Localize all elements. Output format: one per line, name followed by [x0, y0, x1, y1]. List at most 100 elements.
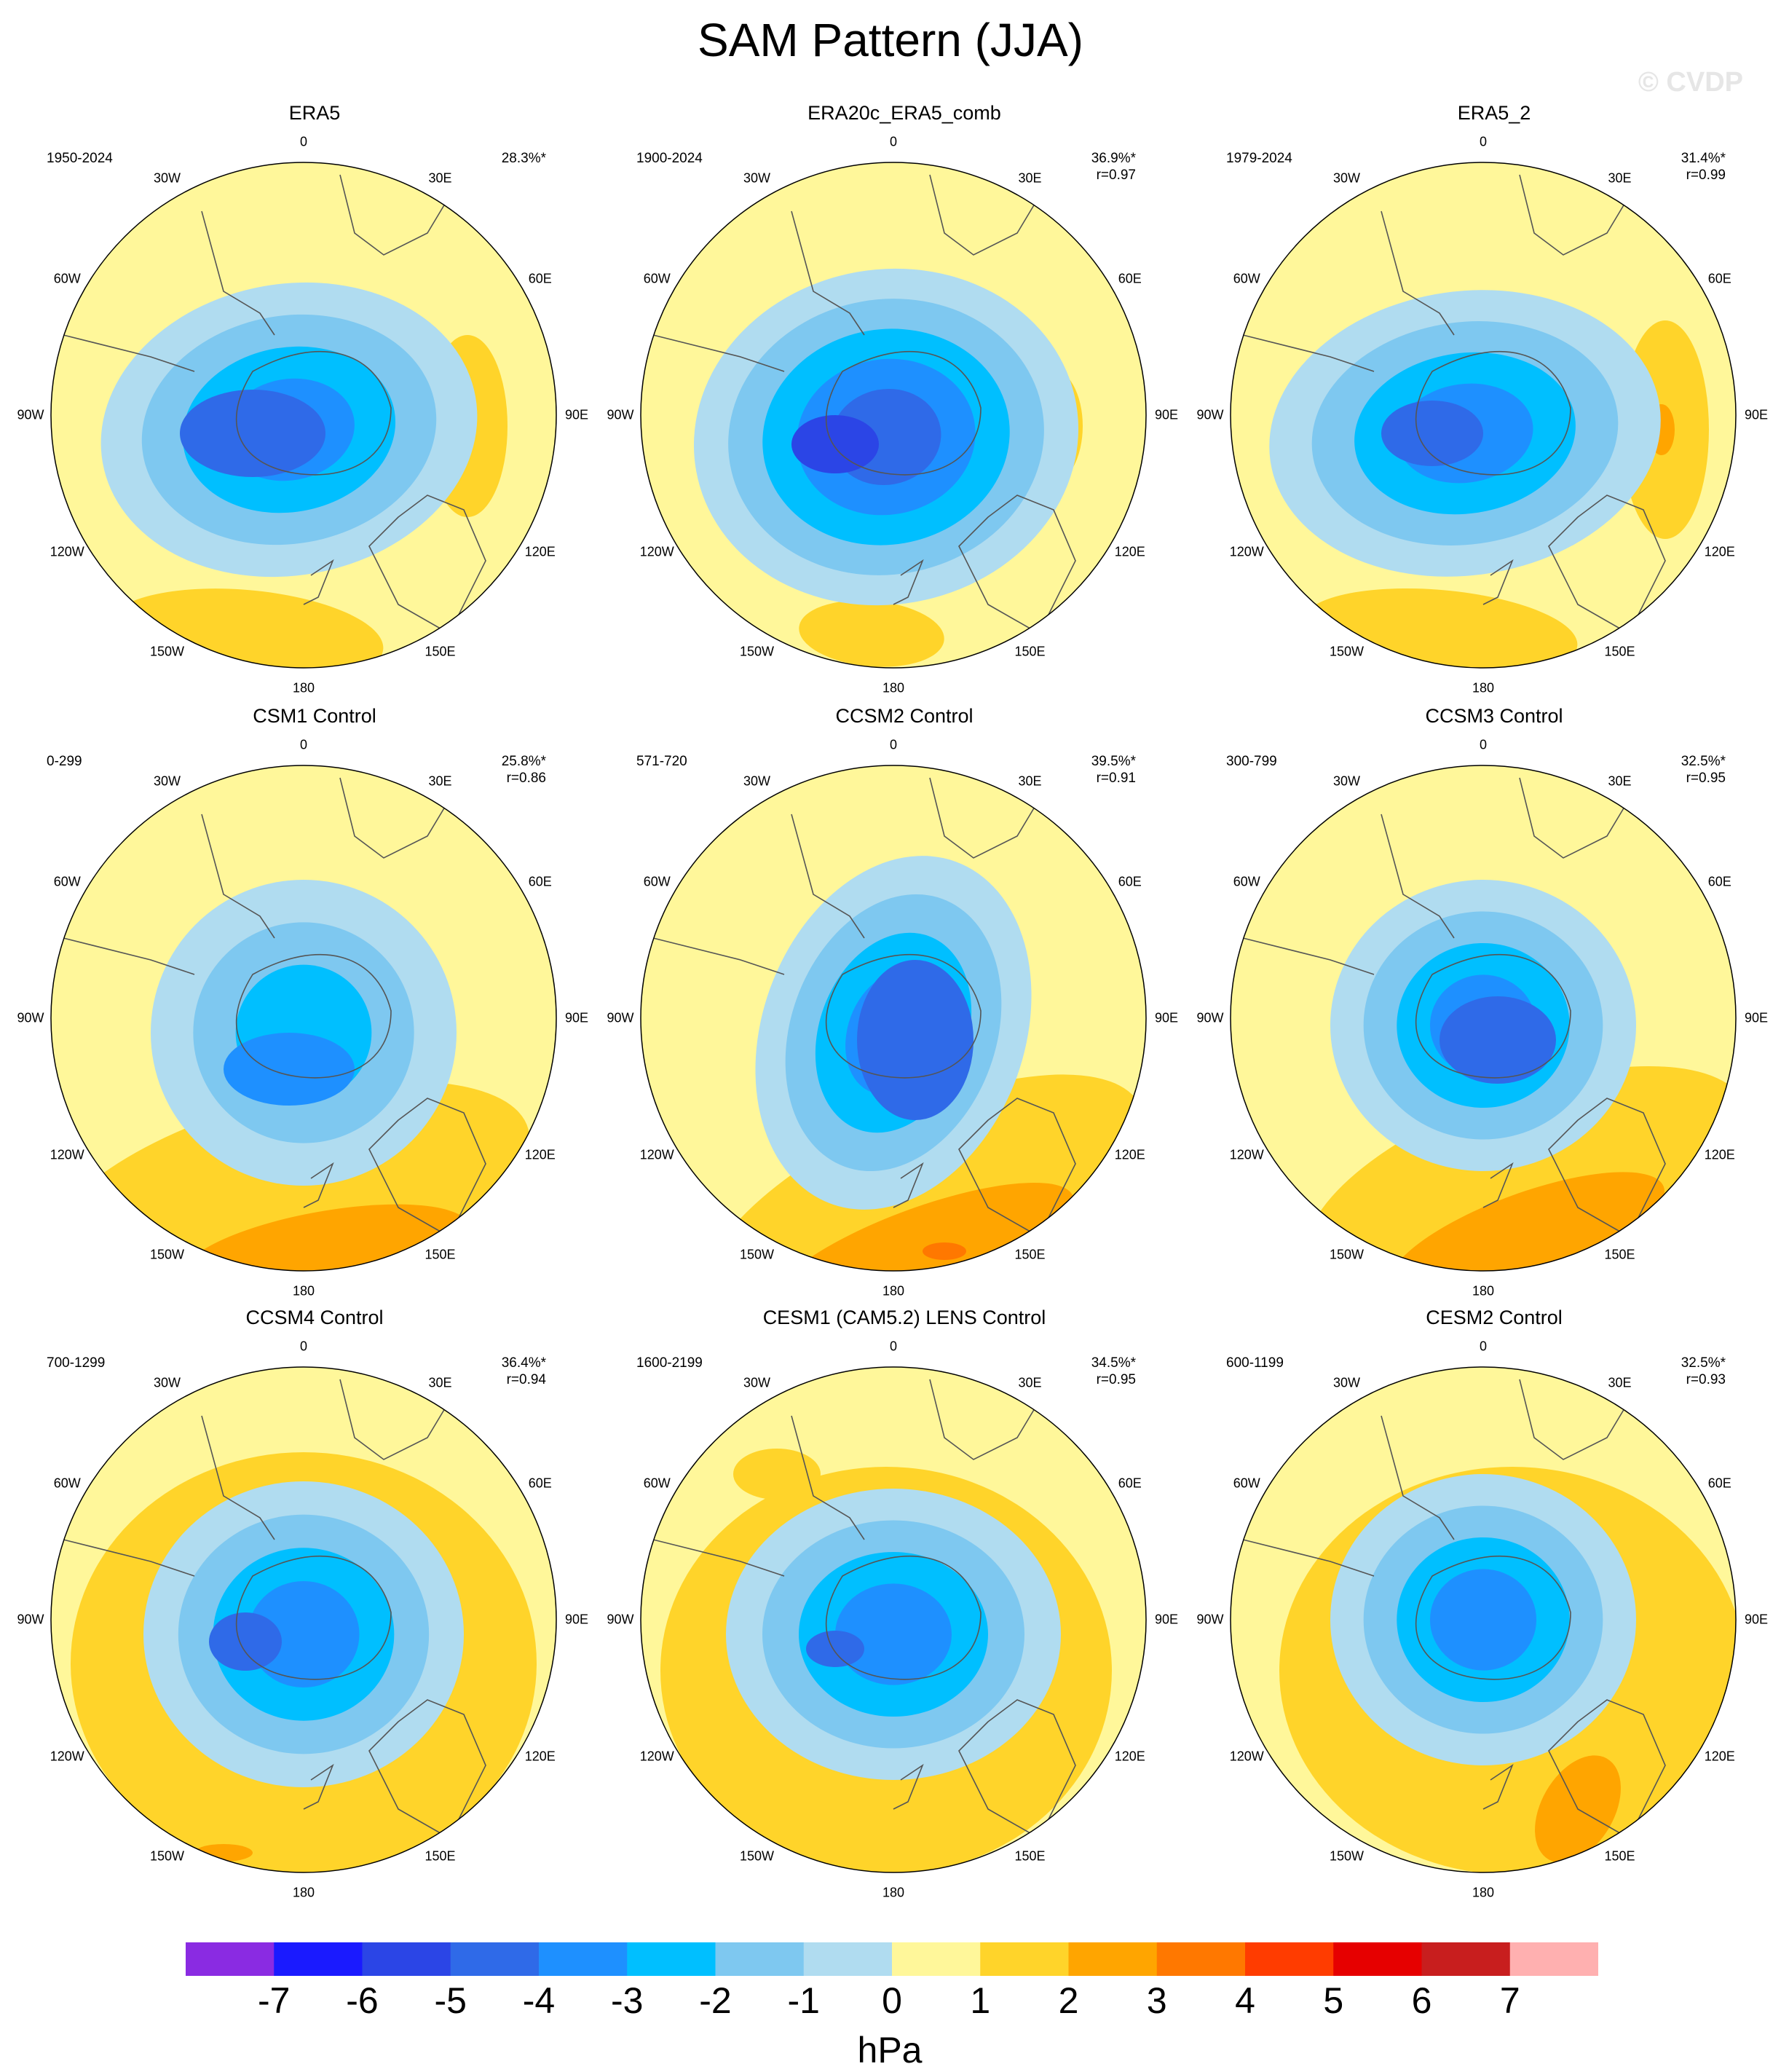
longitude-label: 60W [643, 874, 671, 889]
longitude-label: 0 [1479, 1339, 1488, 1354]
longitude-label: 150E [424, 644, 456, 659]
longitude-label: 180 [1472, 680, 1495, 696]
longitude-label: 60W [53, 1476, 81, 1490]
panel-period: 700-1299 [47, 1355, 106, 1371]
longitude-label: 180 [882, 1885, 905, 1900]
colorbar-tick-label: -2 [699, 1980, 732, 2021]
coastline [1242, 174, 1666, 635]
longitude-label: 120E [1114, 544, 1145, 559]
panel-period: 1979-2024 [1226, 151, 1292, 166]
map-panel: CESM2 Control 600-1199 32.5%* r=0.93 0 30E 60E… [1196, 1307, 1771, 1900]
colorbar-tick-label: 5 [1323, 1980, 1344, 2021]
longitude-label: 150W [149, 1848, 185, 1864]
pattern-correlation: r=0.99 [1686, 168, 1726, 183]
negative-anomaly-contour [248, 1580, 360, 1688]
longitude-label: 0 [1479, 737, 1488, 752]
longitude-label: 150E [1604, 1848, 1635, 1864]
map-panel: CCSM3 Control 300-799 32.5%* r=0.95 0 30E 60E 9… [1196, 705, 1771, 1299]
colorbar-bin [803, 1942, 893, 1976]
panel-title: CESM1 (CAM5.2) LENS Control [762, 1307, 1046, 1328]
colorbar-tick-label: -5 [434, 1980, 467, 2021]
polar-map [1230, 765, 1737, 1272]
coastline [1242, 1379, 1666, 1840]
colorbar-bin [1156, 1942, 1246, 1976]
longitude-label: 0 [889, 1339, 898, 1354]
longitude-label: 90E [564, 1010, 589, 1025]
colorbar-bin [892, 1942, 981, 1976]
positive-anomaly-contour [923, 1242, 966, 1260]
map-boundary [1230, 765, 1737, 1272]
longitude-label: 120W [50, 1749, 84, 1763]
negative-anomaly-contour [806, 1631, 864, 1667]
panel-title: CSM1 Control [253, 705, 376, 727]
map-boundary [1230, 162, 1737, 669]
figure-title: SAM Pattern (JJA) [698, 14, 1083, 66]
variance-explained: 34.5%* [1091, 1355, 1136, 1371]
longitude-label: 30W [1332, 170, 1361, 186]
longitude-label: 60E [528, 1476, 552, 1490]
coastline [652, 777, 1076, 1238]
longitude-label: 120W [50, 1147, 84, 1162]
negative-anomaly-contour [180, 390, 325, 477]
colorbar [186, 1942, 1598, 1976]
longitude-label: 90W [1196, 1612, 1224, 1627]
longitude-label: 120E [524, 544, 556, 559]
longitude-label: 180 [882, 1283, 905, 1299]
longitude-label: 120W [639, 544, 674, 559]
longitude-label: 30W [153, 170, 181, 186]
longitude-label: 60W [643, 271, 671, 285]
panel-variance: 31.4%* r=0.99 [1681, 150, 1726, 184]
pattern-correlation: r=0.97 [1096, 168, 1136, 183]
negative-anomaly-contour [1381, 401, 1483, 466]
longitude-label: 90E [1154, 407, 1179, 422]
coastline [652, 174, 1076, 635]
longitude-label: 150E [1014, 644, 1046, 659]
pattern-correlation: r=0.93 [1686, 1372, 1726, 1387]
longitude-label: 150E [424, 1848, 456, 1864]
coastline [63, 1379, 486, 1840]
positive-anomaly-contour [799, 600, 944, 667]
panel-period: 1600-2199 [636, 1355, 703, 1371]
longitude-label: 30E [428, 773, 452, 789]
longitude-label: 120E [524, 1749, 556, 1763]
longitude-label: 60E [1118, 874, 1142, 889]
longitude-label: 30E [1018, 1375, 1042, 1390]
negative-anomaly-contour [1440, 996, 1556, 1084]
colorbar-tick-label: 4 [1235, 1980, 1255, 2021]
negative-anomaly-contour [857, 960, 974, 1120]
map-panel: CCSM2 Control 571-720 39.5%* r=0.91 0 30E 60E 9… [607, 705, 1181, 1299]
polar-map [640, 162, 1147, 669]
longitude-label: 180 [1472, 1885, 1495, 1900]
panel-period: 300-799 [1226, 754, 1277, 769]
longitude-label: 60W [1233, 874, 1260, 889]
map-panel: ERA5_2 1979-2024 31.4%* r=0.99 0 30E 60E 90E 120… [1196, 102, 1771, 696]
positive-anomaly-contour [1389, 1172, 1665, 1271]
pattern-correlation: r=0.94 [506, 1372, 546, 1387]
longitude-label: 90E [1154, 1612, 1179, 1627]
positive-anomaly-contour [733, 1449, 821, 1500]
longitude-label: 0 [299, 737, 308, 752]
panel-variance: 28.3%* [502, 150, 546, 167]
longitude-label: 30E [1608, 773, 1632, 789]
longitude-label: 150W [739, 1247, 775, 1262]
longitude-label: 150E [1604, 644, 1635, 659]
longitude-label: 120W [1229, 1749, 1264, 1763]
longitude-label: 120E [1704, 1147, 1735, 1162]
colorbar-bin [362, 1942, 451, 1976]
longitude-label: 120E [1704, 544, 1735, 559]
longitude-label: 90E [564, 407, 589, 422]
panel-title: CCSM2 Control [835, 705, 974, 727]
longitude-label: 30E [1608, 170, 1632, 186]
longitude-label: 120W [639, 1749, 674, 1763]
longitude-label: 60E [528, 874, 552, 889]
longitude-label: 180 [292, 680, 315, 696]
polar-map [1230, 162, 1737, 669]
panel-title: ERA20c_ERA5_comb [807, 102, 1001, 124]
variance-explained: 32.5%* [1681, 1355, 1726, 1371]
longitude-label: 30W [743, 1375, 771, 1390]
longitude-label: 120W [1229, 544, 1264, 559]
panel-variance: 36.4%* r=0.94 [502, 1355, 546, 1388]
map-boundary [50, 1366, 557, 1873]
longitude-label: 60E [1707, 271, 1731, 285]
coastline [63, 174, 486, 635]
